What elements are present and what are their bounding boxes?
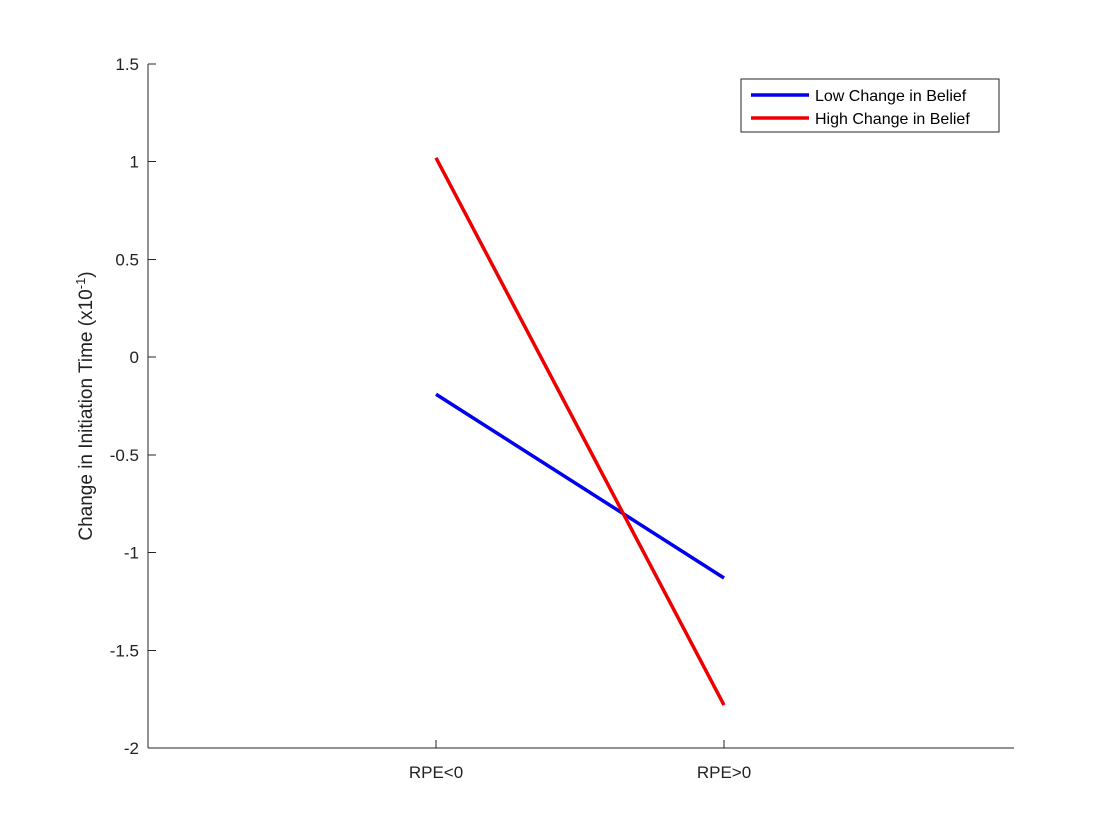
- y-axis-title-main: Change in Initiation Time (x10: [76, 289, 97, 540]
- series-line-high-change-in-belief: [434, 156, 726, 706]
- legend: Low Change in Belief High Change in Belie…: [740, 78, 1000, 133]
- x-tick-label: RPE<0: [409, 763, 463, 782]
- legend-box: [740, 78, 1000, 133]
- y-tick-label: -1.5: [110, 641, 139, 660]
- x-tick-label: RPE>0: [697, 763, 751, 782]
- y-tick-label: 1: [130, 153, 139, 172]
- series-lines: [434, 156, 726, 706]
- y-tick-label: -2: [124, 739, 139, 758]
- series-line-low-change-in-belief: [435, 392, 725, 580]
- y-tick-label: 0.5: [115, 250, 139, 269]
- y-tick-label: 1.5: [115, 55, 139, 74]
- axes: -2 -1.5 -1 -0.5 0 0.5 1 1.5 RPE<0 RPE>0 Change in …: [73, 55, 1014, 782]
- legend-label: High Change in Belief: [815, 111, 970, 128]
- y-tick-label: -1: [124, 544, 139, 563]
- y-axis-title-exponent: -1: [73, 278, 88, 290]
- y-tick-label: 0: [130, 348, 139, 367]
- y-axis-title: Change in Initiation Time (x10-1): [73, 271, 97, 540]
- legend-label: Low Change in Belief: [815, 88, 967, 105]
- y-tick-label: -0.5: [110, 446, 139, 465]
- y-axis-title-close: ): [76, 271, 97, 277]
